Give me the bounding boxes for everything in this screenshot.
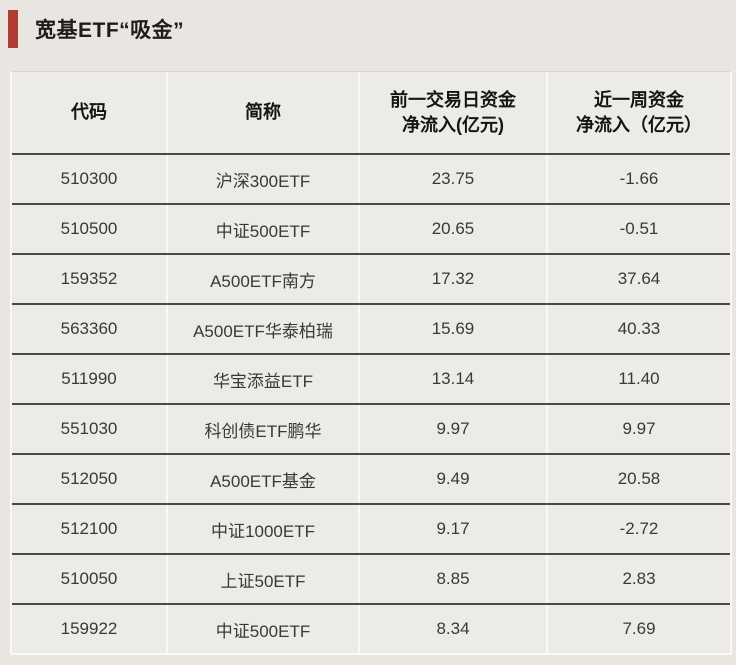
- cell-name: A500ETF华泰柏瑞: [168, 305, 360, 353]
- cell-code: 510300: [12, 155, 168, 203]
- column-header-name: 简称: [168, 72, 360, 153]
- cell-week-inflow: 20.58: [617, 469, 661, 488]
- cell-week-inflow: -0.51: [619, 219, 659, 238]
- cell-week-inflow: 11.40: [618, 369, 660, 388]
- cell-prev-day-inflow: 17.32: [360, 255, 548, 303]
- table-row: 551030 科创债ETF鹏华 9.97 9.97: [12, 405, 730, 455]
- table-row: 510050 上证50ETF 8.85 2.83: [12, 555, 730, 605]
- table-row: 159922 中证500ETF 8.34 7.69: [12, 605, 730, 653]
- cell-code: 512100: [12, 505, 168, 553]
- cell-prev-day-inflow: 9.17: [360, 505, 548, 553]
- cell-prev-day-inflow: 15.69: [360, 305, 548, 353]
- title-accent-bar: [8, 10, 18, 48]
- table-row: 512050 A500ETF基金 9.49 20.58: [12, 455, 730, 505]
- cell-name: 中证1000ETF: [168, 505, 360, 553]
- column-header-prev-day-inflow: 前一交易日资金 净流入(亿元): [360, 72, 548, 153]
- table-row: 510500 中证500ETF 20.65 -0.51: [12, 205, 730, 255]
- cell-code: 510500: [12, 205, 168, 253]
- page-title: 宽基ETF“吸金”: [35, 19, 185, 42]
- cell-name: 上证50ETF: [168, 555, 360, 603]
- cell-name: A500ETF南方: [168, 255, 360, 303]
- cell-week-inflow: -1.66: [619, 169, 659, 188]
- cell-prev-day-inflow: 9.97: [360, 405, 548, 453]
- cell-name: 中证500ETF: [168, 605, 360, 653]
- cell-code: 159922: [12, 605, 168, 653]
- cell-code: 510050: [12, 555, 168, 603]
- cell-code: 512050: [12, 455, 168, 503]
- title-bar: 宽基ETF“吸金”: [8, 10, 184, 48]
- cell-code: 551030: [12, 405, 168, 453]
- cell-prev-day-inflow: 20.65: [360, 205, 548, 253]
- cell-name: A500ETF基金: [168, 455, 360, 503]
- cell-prev-day-inflow: 13.14: [360, 355, 548, 403]
- cell-code: 159352: [12, 255, 168, 303]
- cell-week-inflow: 9.97: [622, 419, 656, 438]
- cell-code: 511990: [12, 355, 168, 403]
- cell-week-inflow: 40.33: [617, 319, 661, 338]
- cell-prev-day-inflow: 8.34: [360, 605, 548, 653]
- table-row: 510300 沪深300ETF 23.75 -1.66: [12, 155, 730, 205]
- cell-week-inflow: 2.83: [622, 569, 656, 588]
- cell-prev-day-inflow: 9.49: [360, 455, 548, 503]
- etf-inflow-table: 代码 简称 前一交易日资金 净流入(亿元) 近一周资金 净流入（亿元） 5103…: [10, 71, 732, 655]
- table-row: 512100 中证1000ETF 9.17 -2.72: [12, 505, 730, 555]
- cell-prev-day-inflow: 23.75: [360, 155, 548, 203]
- cell-name: 科创债ETF鹏华: [168, 405, 360, 453]
- cell-name: 中证500ETF: [168, 205, 360, 253]
- table-header-row: 代码 简称 前一交易日资金 净流入(亿元) 近一周资金 净流入（亿元）: [12, 72, 730, 155]
- cell-code: 563360: [12, 305, 168, 353]
- cell-prev-day-inflow: 8.85: [360, 555, 548, 603]
- cell-week-inflow: 37.64: [617, 269, 661, 288]
- table-row: 563360 A500ETF华泰柏瑞 15.69 40.33: [12, 305, 730, 355]
- table-row: 159352 A500ETF南方 17.32 37.64: [12, 255, 730, 305]
- cell-week-inflow: -2.72: [619, 519, 659, 538]
- cell-week-inflow: 7.69: [622, 619, 656, 638]
- cell-name: 沪深300ETF: [168, 155, 360, 203]
- column-header-code: 代码: [12, 72, 168, 153]
- cell-name: 华宝添益ETF: [168, 355, 360, 403]
- column-header-week-inflow: 近一周资金 净流入（亿元）: [576, 90, 702, 135]
- table-row: 511990 华宝添益ETF 13.14 11.40: [12, 355, 730, 405]
